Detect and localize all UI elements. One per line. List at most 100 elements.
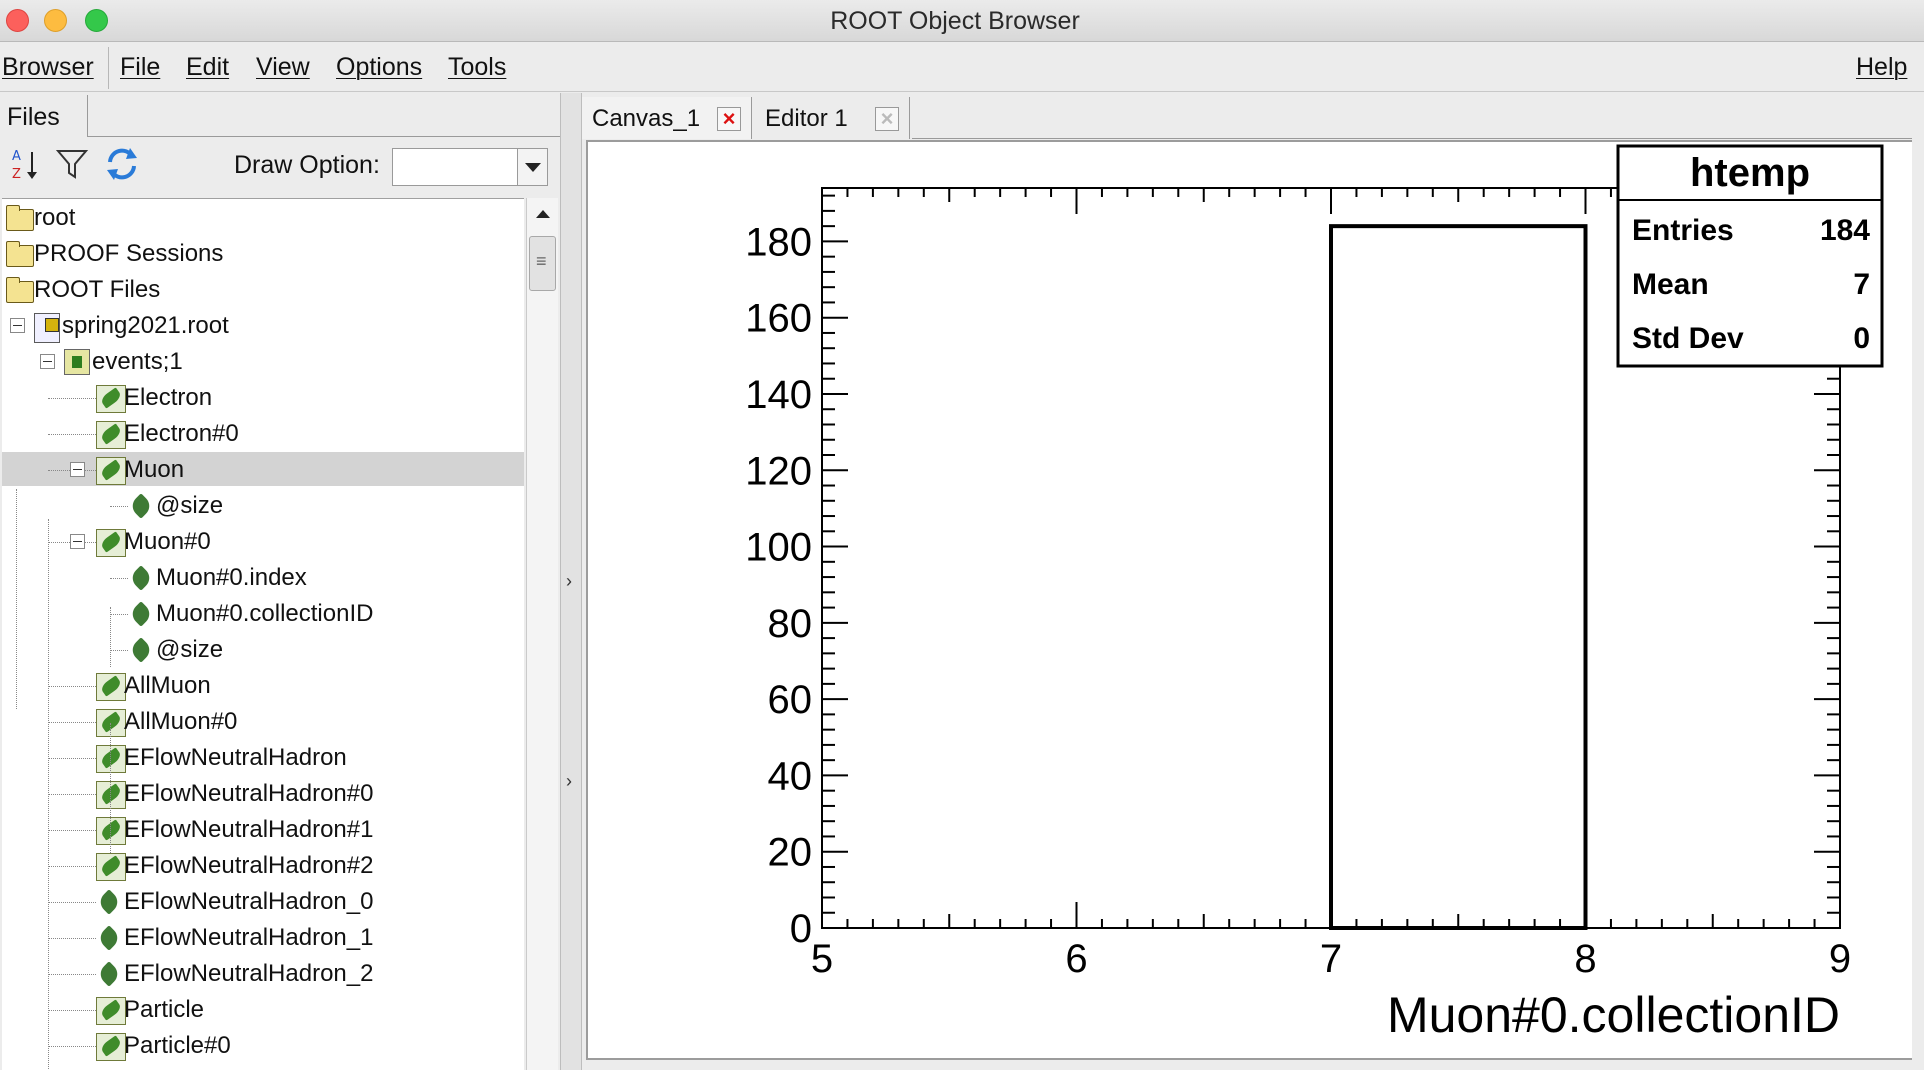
tree-item[interactable]: root xyxy=(2,201,524,235)
scroll-up-arrow-icon[interactable] xyxy=(536,210,550,218)
branch-icon xyxy=(96,457,126,485)
collapse-icon[interactable] xyxy=(40,354,55,369)
y-tick-label: 180 xyxy=(745,220,812,264)
selection-highlight xyxy=(2,452,524,486)
chevron-right-icon[interactable]: › xyxy=(566,571,572,591)
tree-connector xyxy=(110,506,128,507)
collapse-icon[interactable] xyxy=(10,318,25,333)
tree-connector xyxy=(48,1010,96,1011)
tree-item[interactable]: EFlowNeutralHadron_1 xyxy=(2,921,524,955)
tree-item-label: Muon xyxy=(124,456,185,483)
tree-connector xyxy=(48,686,96,687)
panel-splitter[interactable]: › › xyxy=(560,93,582,1070)
tree-item[interactable]: Muon xyxy=(2,453,524,487)
tree-item-label: root xyxy=(34,204,76,231)
sort-icon[interactable]: A Z xyxy=(10,146,44,180)
histogram-plot[interactable]: 5 6 7 8 9 0 20 40 60 80 100 120 140 160 180 Muon#0.coll… xyxy=(588,142,1912,1058)
tab-editor-1[interactable]: Editor 1 × xyxy=(755,97,910,139)
y-tick-label: 80 xyxy=(768,602,813,646)
tree-item[interactable]: @size xyxy=(2,633,524,667)
tree-item-label: Muon#0.index xyxy=(156,564,307,591)
folder-open-icon xyxy=(6,277,34,303)
close-tab-icon[interactable]: × xyxy=(875,107,899,131)
branch-icon xyxy=(96,1033,126,1061)
y-tick-label: 20 xyxy=(768,831,813,875)
tree-item[interactable]: ROOT Files xyxy=(2,273,524,307)
tree-item[interactable]: Muon#0 xyxy=(2,525,524,559)
filter-icon[interactable] xyxy=(56,148,90,182)
leaf-icon xyxy=(128,565,156,593)
stats-box[interactable]: htemp Entries 184 Mean 7 Std Dev 0 xyxy=(1616,144,1884,368)
tree-item[interactable]: EFlowNeutralHadron#2 xyxy=(2,849,524,883)
branch-icon xyxy=(96,817,126,845)
tree-item[interactable]: events;1 xyxy=(2,345,524,379)
tree-item[interactable]: PROOF Sessions xyxy=(2,237,524,271)
tree-scrollbar[interactable] xyxy=(526,198,558,1070)
stats-mean-value: 7 xyxy=(1853,268,1870,301)
tree-item[interactable]: AllMuon#0 xyxy=(2,705,524,739)
menu-file[interactable]: File xyxy=(120,53,161,81)
tree-item[interactable]: EFlowNeutralHadron#1 xyxy=(2,813,524,847)
close-window-button[interactable] xyxy=(6,9,29,32)
menu-browser[interactable]: Browser xyxy=(2,53,94,81)
window-title: ROOT Object Browser xyxy=(830,7,1080,35)
menu-help[interactable]: Help xyxy=(1856,53,1908,81)
tree-item-label: EFlowNeutralHadron#1 xyxy=(124,816,374,843)
branch-icon xyxy=(96,673,126,701)
tab-files-label: Files xyxy=(7,103,60,131)
tree-connector xyxy=(48,722,96,723)
tree-item-label: Muon#0.collectionID xyxy=(156,600,374,627)
zoom-window-button[interactable] xyxy=(85,9,108,32)
tree-item[interactable]: EFlowNeutralHadron xyxy=(2,741,524,775)
scroll-thumb[interactable] xyxy=(529,236,556,291)
menu-edit[interactable]: Edit xyxy=(186,53,230,81)
tree-item[interactable]: @size xyxy=(2,489,524,523)
svg-text:A: A xyxy=(12,149,21,164)
chevron-right-icon[interactable]: › xyxy=(566,771,572,791)
collapse-icon[interactable] xyxy=(70,534,85,549)
tree-item[interactable]: AllMuon xyxy=(2,669,524,703)
tree-item-label: EFlowNeutralHadron_0 xyxy=(124,888,374,915)
tree-item[interactable]: Muon#0.index xyxy=(2,561,524,595)
leaf-icon xyxy=(128,601,156,629)
tab-canvas-1[interactable]: Canvas_1 × xyxy=(582,97,752,139)
tree-item-label: Electron xyxy=(124,384,213,411)
tab-divider xyxy=(912,138,1924,139)
tab-files[interactable]: Files xyxy=(0,95,88,137)
refresh-icon[interactable] xyxy=(104,146,138,180)
tree-item[interactable]: Electron#0 xyxy=(2,417,524,451)
tree-item[interactable]: Particle#0 xyxy=(2,1029,524,1063)
collapse-icon[interactable] xyxy=(70,462,85,477)
menu-tools[interactable]: Tools xyxy=(448,53,507,81)
menu-view[interactable]: View xyxy=(256,53,310,81)
tree-item[interactable]: spring2021.root xyxy=(2,309,524,343)
tree-item[interactable]: Electron xyxy=(2,381,524,415)
stats-stddev-value: 0 xyxy=(1853,322,1870,355)
tree-item-label: EFlowNeutralHadron_1 xyxy=(124,924,374,951)
y-tick-label: 100 xyxy=(745,526,812,570)
tree-item-label: AllMuon#0 xyxy=(124,708,238,735)
tree-item[interactable]: Particle xyxy=(2,993,524,1027)
tree-item[interactable]: EFlowNeutralHadron_0 xyxy=(2,885,524,919)
tree-item[interactable]: Muon#0.collectionID xyxy=(2,597,524,631)
draw-option-combo[interactable] xyxy=(392,148,548,186)
leaf-icon xyxy=(96,925,124,953)
leaf-icon xyxy=(128,493,156,521)
chevron-down-icon[interactable] xyxy=(517,149,547,185)
close-tab-icon[interactable]: × xyxy=(717,107,741,131)
tree-item[interactable]: EFlowNeutralHadron_2 xyxy=(2,957,524,991)
minimize-window-button[interactable] xyxy=(44,9,67,32)
tree-connector xyxy=(48,938,96,939)
tree-item-label: events;1 xyxy=(92,348,183,375)
tree-item-label: EFlowNeutralHadron xyxy=(124,744,347,771)
menu-options[interactable]: Options xyxy=(336,53,423,81)
menu-bar: Browser File Edit View Options Tools Hel… xyxy=(0,43,1924,92)
branch-icon xyxy=(96,745,126,773)
root-canvas[interactable]: 5 6 7 8 9 0 20 40 60 80 100 120 140 160 180 Muon#0.coll… xyxy=(586,140,1914,1060)
title-bar: ROOT Object Browser xyxy=(0,0,1924,42)
tree-item[interactable]: EFlowNeutralHadron#0 xyxy=(2,777,524,811)
tree-item-label: spring2021.root xyxy=(62,312,229,339)
x-tick-label: 9 xyxy=(1829,937,1851,981)
folder-icon xyxy=(6,205,34,231)
x-tick-label: 8 xyxy=(1574,937,1596,981)
